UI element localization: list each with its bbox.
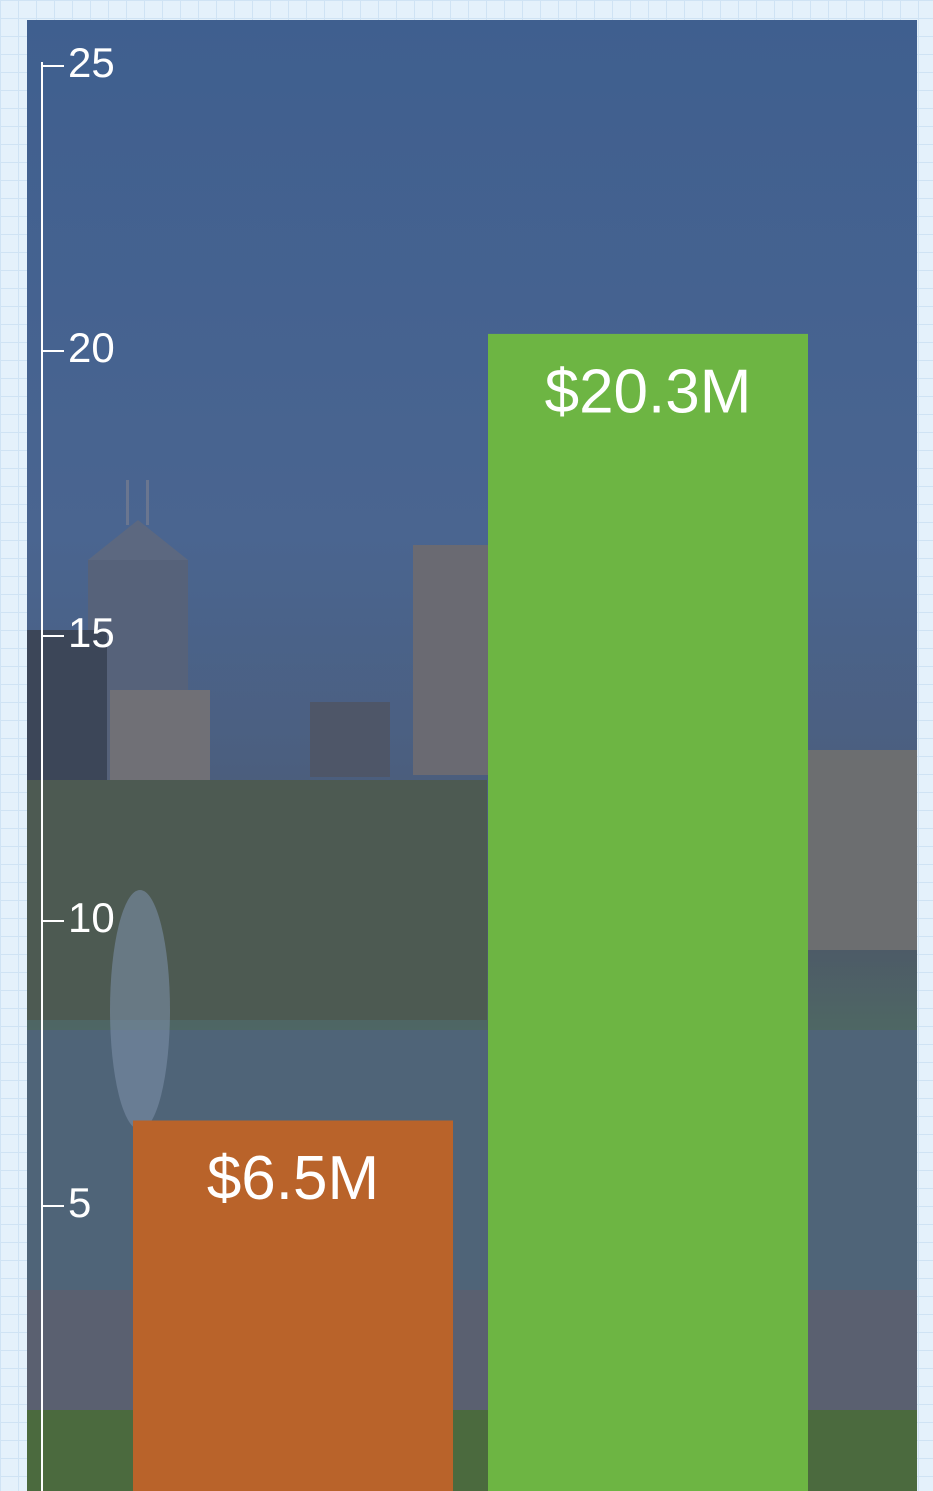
y-tick-label: 25 [68,39,115,86]
value-label: $6.5M [207,1144,379,1213]
value-label: $20.3M [545,357,752,426]
chart: 5 10 15 20 25 $6.5M $20.3M [0,0,933,1491]
y-tick-label: 15 [68,609,115,656]
page: {"chart_data": {"type": "bar", "categori… [0,0,933,1491]
y-tick-label: 5 [68,1179,91,1226]
y-tick-label: 20 [68,324,115,371]
bar [488,334,808,1491]
y-tick-label: 10 [68,894,115,941]
